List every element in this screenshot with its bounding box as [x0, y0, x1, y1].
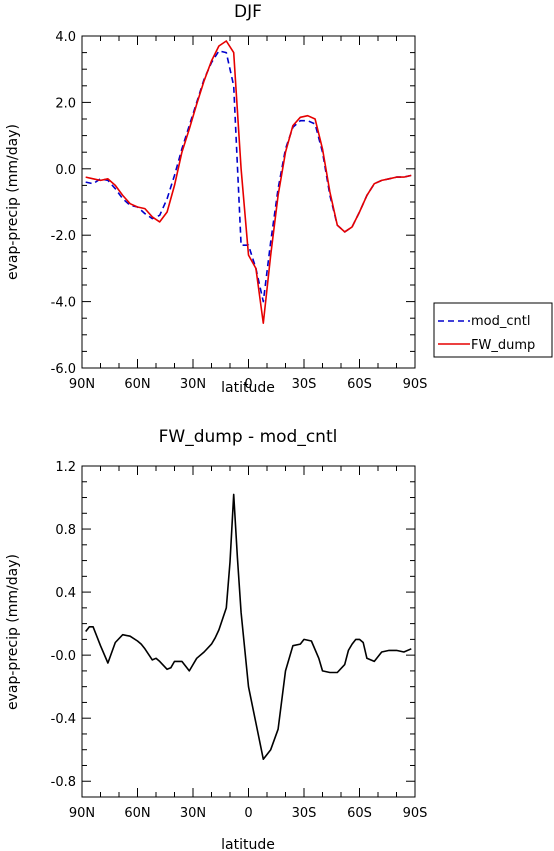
top-xtick-label: 30S — [292, 377, 317, 392]
legend-label-mod-cntl: mod_cntl — [471, 314, 530, 329]
top-ytick-label: 4.0 — [55, 30, 76, 45]
bottom-ytick-label: -0.4 — [51, 712, 76, 727]
top-ytick-label: -6.0 — [51, 362, 76, 377]
top-xtick-label: 0 — [244, 377, 252, 392]
bottom-chart-plot: -0.8 -0.4 -0.0 0.4 0.8 1.2 90N 60N 30N 0 30S 60S 90S — [51, 460, 428, 821]
top-chart-ylabel: evap-precip (mm/day) — [5, 124, 21, 280]
bottom-xtick-label: 60N — [124, 806, 150, 821]
top-xtick-label: 90N — [69, 377, 95, 392]
top-chart-xlabel: latitude — [221, 380, 275, 396]
bottom-chart-title: FW_dump - mod_cntl — [159, 427, 338, 447]
bottom-xtick-label: 0 — [244, 806, 252, 821]
bottom-ytick-label: 1.2 — [55, 460, 76, 475]
bottom-ytick-label: 0.4 — [55, 586, 76, 601]
top-ytick-label: 2.0 — [55, 96, 76, 111]
top-chart-title: DJF — [234, 2, 262, 22]
top-series-line-mod-cntl — [85, 50, 412, 303]
bottom-ytick-label: 0.8 — [55, 523, 76, 538]
bottom-chart-xlabel: latitude — [221, 837, 275, 851]
top-xtick-label: 90S — [403, 377, 428, 392]
bottom-xtick-label: 90S — [403, 806, 428, 821]
bottom-xtick-label: 60S — [347, 806, 372, 821]
top-chart: DJF latitude evap-precip (mm/day) -6.0 -4… — [5, 2, 553, 396]
bottom-xtick-label: 30N — [180, 806, 206, 821]
bottom-chart-ylabel: evap-precip (mm/day) — [5, 554, 21, 710]
bottom-series-line-difference — [85, 493, 412, 761]
bottom-chart: FW_dump - mod_cntl latitude evap-precip … — [5, 427, 427, 851]
top-plot-frame — [81, 35, 416, 369]
bottom-ytick-label: -0.0 — [51, 649, 76, 664]
legend-label-fw-dump: FW_dump — [471, 338, 535, 353]
legend-box — [433, 302, 553, 358]
top-xtick-label: 60N — [124, 377, 150, 392]
bottom-xtick-label: 30S — [292, 806, 317, 821]
top-xtick-label: 60S — [347, 377, 372, 392]
top-xtick-label: 30N — [180, 377, 206, 392]
top-chart-plot: -6.0 -4.0 -2.0 0.0 2.0 4.0 90N 60N 30N 0 30S 60S 90S — [51, 30, 428, 392]
top-ytick-label: -2.0 — [51, 229, 76, 244]
top-ytick-label: -4.0 — [51, 296, 76, 311]
bottom-ytick-label: -0.8 — [51, 775, 76, 790]
top-chart-legend: mod_cntl FW_dump — [433, 302, 553, 358]
bottom-plot-frame — [81, 465, 416, 798]
bottom-xtick-label: 90N — [69, 806, 95, 821]
top-series-line-fw-dump — [85, 40, 412, 325]
top-ytick-label: 0.0 — [55, 163, 76, 178]
